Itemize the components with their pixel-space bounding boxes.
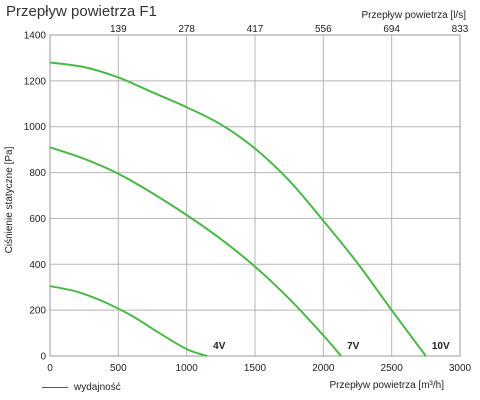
x2-tick-label: 833 bbox=[452, 24, 469, 35]
axes: 0 500 1000 1500 2000 2500 3000 0 200 400 600 800 100… bbox=[24, 24, 472, 374]
legend-label: wydajność bbox=[74, 382, 121, 393]
y-tick-label: 1200 bbox=[24, 76, 47, 87]
plot-frame bbox=[49, 34, 461, 357]
y-tick-label: 800 bbox=[29, 168, 46, 179]
x-tick-label: 3000 bbox=[449, 363, 472, 374]
x-axis-label: Przepływ powietrza [m³/h] bbox=[330, 380, 445, 391]
series-line-4v bbox=[49, 285, 208, 357]
y-tick-label: 400 bbox=[29, 260, 46, 271]
series-label-10v: 10V bbox=[432, 341, 450, 352]
series-lines bbox=[49, 61, 427, 357]
series-label-7v: 7V bbox=[347, 341, 360, 352]
grid bbox=[49, 34, 461, 357]
x-tick-label: 500 bbox=[110, 363, 127, 374]
x2-tick-label: 139 bbox=[110, 24, 127, 35]
y-tick-label: 1400 bbox=[24, 31, 47, 42]
series-line-7v bbox=[49, 146, 342, 357]
x2-tick-label: 556 bbox=[315, 24, 332, 35]
x-tick-label: 0 bbox=[47, 363, 53, 374]
y-tick-label: 200 bbox=[29, 306, 46, 317]
series-label-4v: 4V bbox=[213, 341, 226, 352]
chart-title: Przepływ powietrza F1 bbox=[6, 3, 157, 20]
x-tick-label: 2500 bbox=[381, 363, 404, 374]
series-line-10v bbox=[49, 61, 427, 357]
x2-tick-label: 417 bbox=[247, 24, 264, 35]
x-tick-label: 1000 bbox=[176, 363, 199, 374]
x-tick-label: 2000 bbox=[312, 363, 335, 374]
labels: 4V 7V 10V bbox=[213, 341, 450, 352]
y-tick-label: 0 bbox=[40, 352, 46, 363]
y-tick-label: 600 bbox=[29, 214, 46, 225]
x2-tick-label: 278 bbox=[178, 24, 195, 35]
x2-tick-label: 694 bbox=[383, 24, 400, 35]
y-tick-label: 1000 bbox=[24, 122, 47, 133]
legend: wydajność bbox=[42, 382, 121, 393]
legend-swatch bbox=[42, 387, 68, 388]
x-tick-label: 1500 bbox=[244, 363, 267, 374]
y-axis-label: Ciśnienie statyczne [Pa] bbox=[4, 146, 15, 253]
x2-axis-label: Przepływ powietrza [l/s] bbox=[362, 10, 467, 21]
